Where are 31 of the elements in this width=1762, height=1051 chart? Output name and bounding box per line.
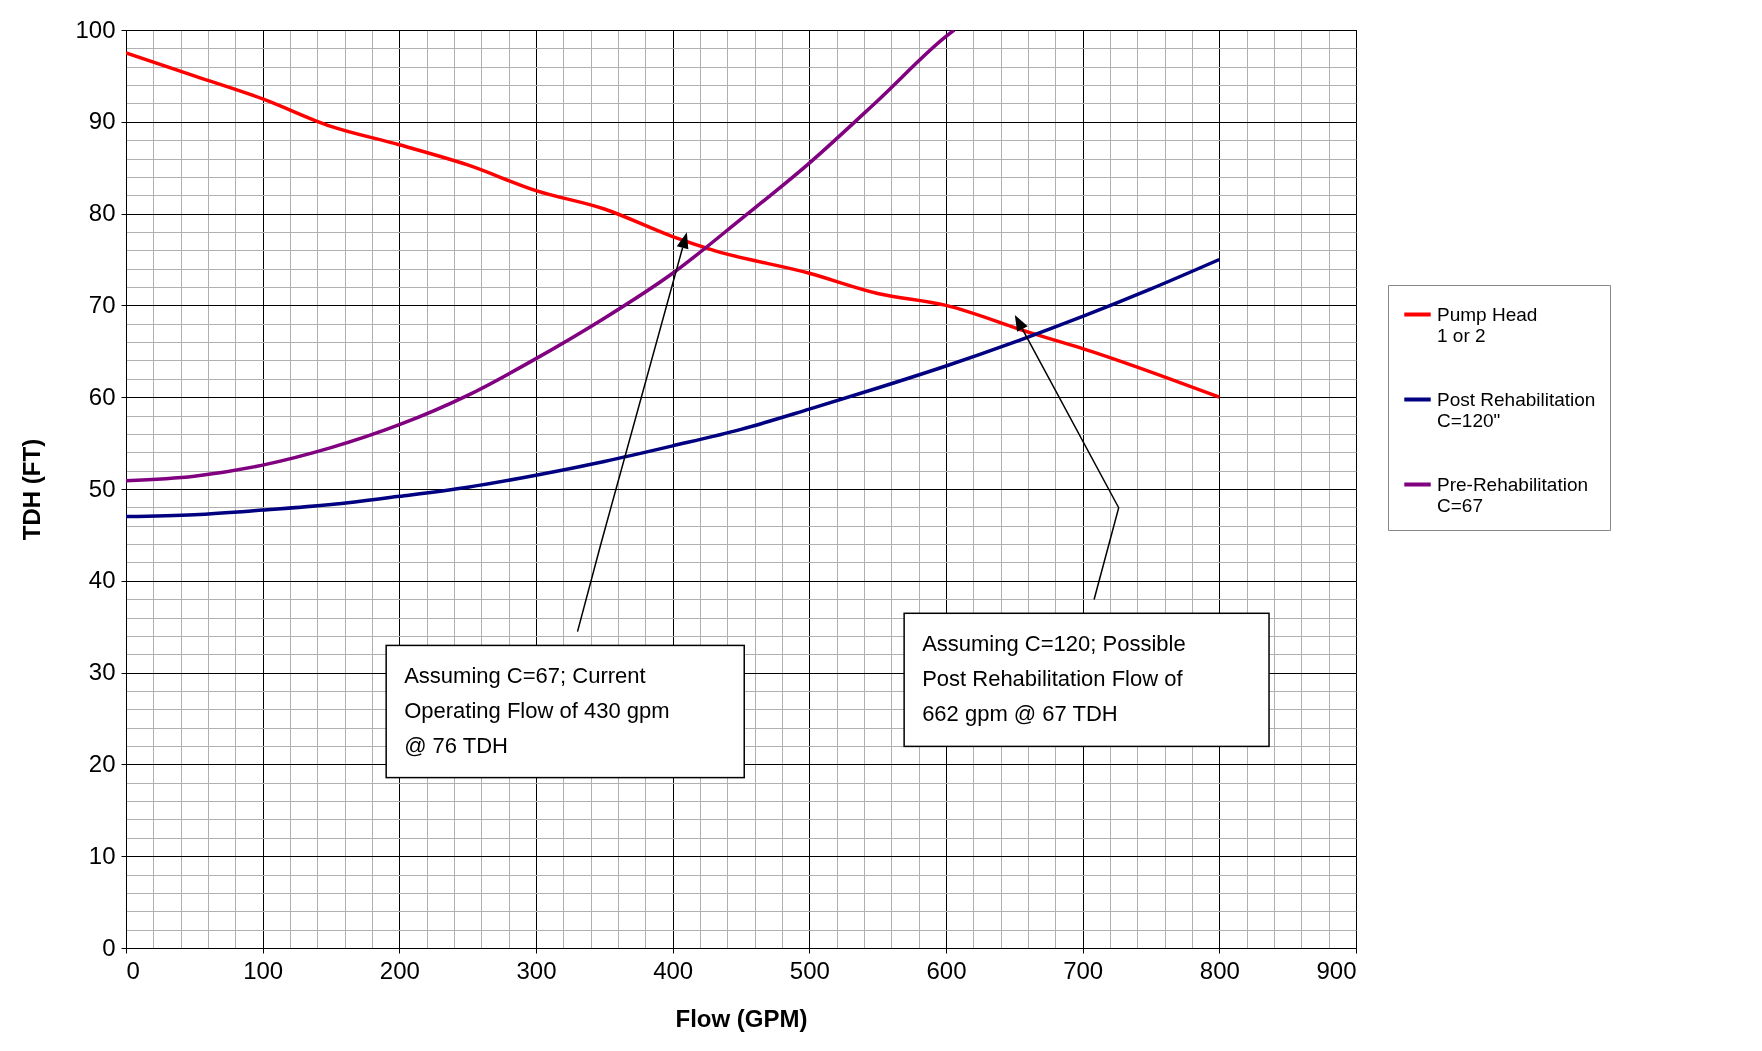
x-tick-label: 100: [243, 956, 284, 984]
x-tick-label: 0: [126, 956, 140, 984]
x-tick-label: 900: [1316, 956, 1357, 984]
y-tick-label: 80: [88, 199, 116, 227]
x-tick-label: 200: [379, 956, 420, 984]
x-tick-label: 800: [1199, 956, 1240, 984]
y-tick-label: 20: [88, 749, 116, 777]
line-series: [126, 51, 1222, 399]
y-tick-label: 0: [102, 933, 116, 961]
legend-label: Pre-Rehabilitation C=67: [1437, 473, 1589, 516]
y-tick-label: 60: [88, 382, 116, 410]
annotation: Assuming C=120; Possible Post Rehabilitation Flow of 662 gpm @ 67 TDH: [922, 631, 1186, 727]
y-tick-label: 90: [88, 107, 116, 135]
x-tick-label: 700: [1063, 956, 1104, 984]
x-tick-label: 400: [653, 956, 694, 984]
y-tick-label: 30: [88, 658, 116, 686]
x-tick-label: 300: [516, 956, 557, 984]
annotation: Assuming C=67; Current Operating Flow of 430 gpm @ 76 TDH: [404, 663, 670, 759]
y-tick-label: 70: [88, 290, 116, 318]
line-series: [126, 30, 956, 483]
y-axis-title: TDH (FT): [18, 438, 46, 541]
x-tick-label: 500: [789, 956, 830, 984]
y-tick-label: 50: [88, 474, 116, 502]
legend-label: Post Rehabilitation C=120": [1437, 388, 1596, 431]
x-tick-label: 600: [926, 956, 967, 984]
y-tick-label: 10: [88, 841, 116, 869]
legend-label: Pump Head 1 or 2: [1437, 303, 1538, 346]
line-series: [126, 257, 1222, 519]
x-axis-title: Flow (GPM): [675, 1004, 808, 1032]
y-tick-label: 40: [88, 566, 116, 594]
y-tick-label: 100: [75, 15, 116, 43]
